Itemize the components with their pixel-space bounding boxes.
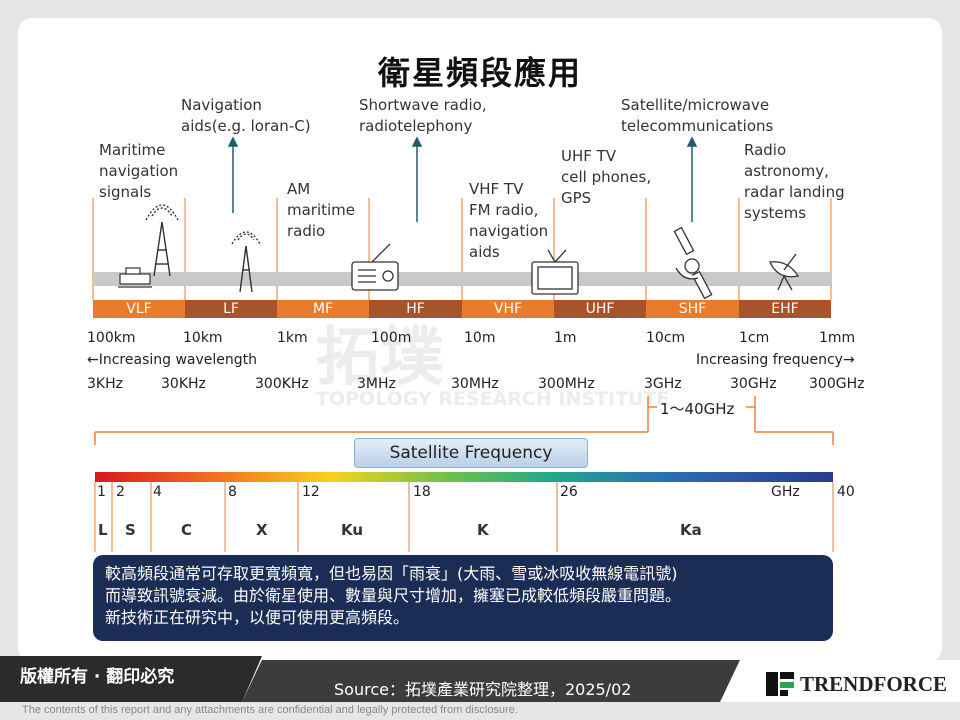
frequency-tick: 30GHz — [730, 376, 777, 392]
frequency-tick: 300KHz — [255, 376, 309, 392]
ghz-tick: 12 — [302, 484, 320, 500]
ghz-tick: 8 — [228, 484, 237, 500]
ghz-tick: 40 — [837, 484, 855, 500]
app-label-uhf: UHF TV cell phones, GPS — [561, 147, 652, 207]
page-title: 衛星頻段應用 — [377, 54, 582, 92]
sat-band-label: Ka — [680, 521, 702, 539]
frequency-tick: 300GHz — [809, 376, 865, 392]
sat-band-label: C — [181, 521, 193, 539]
wavelength-tick: 10m — [464, 330, 496, 346]
radio-icon — [351, 243, 399, 291]
sat-band-label: K — [477, 521, 489, 539]
summary-callout: 較高頻段通常可存取更寬頻寬，但也易因「雨衰」(大雨、雪或冰吸收無線電訊號) 而導… — [93, 555, 833, 641]
app-label-lf: Navigation aids(e.g. loran-C) — [181, 96, 311, 135]
radio-tower-icon — [145, 204, 179, 277]
ghz-tick: 4 — [153, 484, 162, 500]
tv-icon — [531, 249, 579, 295]
wavelength-tick: 1km — [277, 330, 308, 346]
wavelength-direction: ←Increasing wavelength — [87, 352, 258, 368]
app-label-vhf: VHF TV FM radio, navigation aids — [469, 180, 549, 261]
band-strip — [93, 300, 831, 318]
band-label: VHF — [493, 301, 523, 317]
range-bracket — [94, 396, 834, 445]
band-label: EHF — [771, 301, 799, 317]
wavelength-tick: 1mm — [819, 330, 856, 346]
band-label: VLF — [126, 301, 152, 317]
wavelength-tick: 100km — [87, 330, 136, 346]
disclaimer: The contents of this report and any atta… — [22, 704, 518, 716]
app-label-mf: AM maritime radio — [287, 180, 356, 240]
frequency-tick: 300MHz — [538, 376, 595, 392]
band-label: UHF — [585, 301, 615, 317]
copyright-notice: 版權所有 · 翻印必究 — [20, 667, 175, 687]
satellite-icon — [673, 226, 713, 300]
brand-name: TRENDFORCE — [800, 672, 948, 696]
satellite-frequency-label: Satellite Frequency — [389, 443, 553, 463]
ghz-tick: 18 — [413, 484, 431, 500]
satellite-frequency-box — [354, 438, 588, 468]
spectrum-bar — [93, 272, 831, 286]
ghz-unit: GHz — [771, 484, 800, 500]
sat-band-separators — [94, 482, 834, 552]
band-label: HF — [406, 301, 425, 317]
satellite-dish-icon — [769, 253, 800, 291]
radio-tower-icon — [231, 231, 261, 293]
app-label-hf: Shortwave radio, radiotelephony — [359, 96, 487, 135]
app-label-shf: Satellite/microwave telecommunications — [621, 96, 774, 135]
frequency-gradient-bar — [95, 472, 833, 482]
range-label: 1～40GHz — [660, 400, 735, 418]
ghz-tick: 26 — [560, 484, 578, 500]
sat-band-label: X — [256, 521, 268, 539]
ghz-tick: 2 — [116, 484, 125, 500]
wavelength-tick: 1m — [554, 330, 577, 346]
wavelength-tick: 10km — [183, 330, 223, 346]
ghz-tick: 1 — [97, 484, 106, 500]
frequency-tick: 30MHz — [451, 376, 499, 392]
watermark-cn: 拓墣 — [316, 321, 444, 395]
frequency-direction: Increasing frequency→ — [696, 352, 855, 368]
frequency-tick: 30KHz — [161, 376, 206, 392]
sat-band-label: L — [98, 521, 108, 539]
slide-panel — [18, 18, 942, 662]
trendforce-logo-icon — [766, 672, 794, 696]
frequency-tick: 3KHz — [87, 376, 123, 392]
sat-band-label: Ku — [341, 521, 364, 539]
wavelength-tick: 1cm — [739, 330, 770, 346]
band-label: SHF — [678, 301, 707, 317]
app-label-vlf: Maritime navigation signals — [99, 141, 179, 201]
wavelength-tick: 100m — [371, 330, 412, 346]
ship-icon — [118, 267, 152, 288]
band-label: LF — [223, 301, 239, 317]
watermark-en: TOPOLOGY RESEARCH INSTITUTE — [316, 388, 670, 410]
band-label: MF — [312, 301, 334, 317]
source-note: Source：拓墣產業研究院整理，2025/02 — [334, 680, 632, 699]
sat-band-label: S — [125, 521, 136, 539]
app-label-ehf: Radio astronomy, radar landing systems — [744, 141, 845, 222]
frequency-tick: 3MHz — [357, 376, 396, 392]
frequency-tick: 3GHz — [644, 376, 682, 392]
wavelength-tick: 10cm — [646, 330, 686, 346]
